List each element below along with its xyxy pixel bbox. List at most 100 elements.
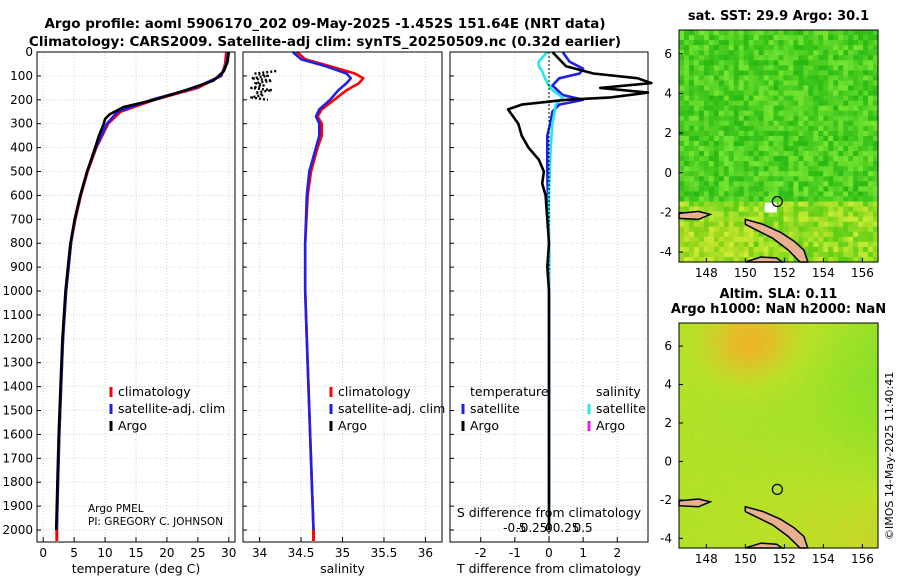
map-cell <box>803 513 809 520</box>
map-cell <box>863 35 869 41</box>
map-cell <box>773 357 780 363</box>
map-cell <box>793 508 799 515</box>
map-cell <box>703 332 710 339</box>
map-cell <box>838 337 844 344</box>
map-cell <box>853 211 859 218</box>
map-cell <box>798 105 804 112</box>
map-cell <box>748 241 755 248</box>
map-cell <box>803 489 809 495</box>
map-cell <box>843 352 849 358</box>
map-cell <box>773 120 780 127</box>
map-cell <box>683 371 690 378</box>
map-cell <box>773 251 780 258</box>
map-cell <box>718 533 725 539</box>
map-cell <box>833 440 839 446</box>
map-cell <box>853 221 859 228</box>
map-cell <box>718 352 725 358</box>
map-cell <box>683 430 690 437</box>
map-cell <box>679 181 685 187</box>
map-cell <box>723 80 730 87</box>
map-cell <box>679 166 685 172</box>
map-cell <box>863 513 869 520</box>
map-cell <box>863 411 869 417</box>
map-cell <box>868 55 874 61</box>
map-cell <box>679 30 685 36</box>
map-cell <box>848 508 854 515</box>
y-tick-label: 1000 <box>2 284 33 298</box>
map-cell <box>813 381 819 388</box>
map-cell <box>868 503 874 510</box>
map-cell <box>823 105 829 112</box>
map-cell <box>873 479 879 486</box>
map-cell <box>773 221 780 228</box>
map-cell <box>868 367 874 373</box>
map-cell <box>773 135 780 142</box>
map-cell <box>713 425 720 432</box>
map-cell <box>828 518 834 525</box>
map-cell <box>813 191 819 198</box>
map-cell <box>778 40 785 46</box>
map-cell <box>803 435 809 441</box>
map-cell <box>848 450 854 456</box>
map-cell <box>733 211 740 218</box>
map-cell <box>873 140 879 147</box>
map-cell <box>698 435 705 441</box>
map-cell <box>748 110 755 117</box>
map-cell <box>688 367 695 373</box>
map-cell <box>728 406 735 412</box>
map-cell <box>743 543 750 549</box>
map-cell <box>798 125 804 132</box>
map-cell <box>803 95 809 102</box>
map-cell <box>833 469 839 476</box>
map-cell <box>843 256 849 263</box>
map-cell <box>863 435 869 441</box>
map-cell <box>828 440 834 446</box>
map-cell <box>683 508 690 515</box>
map-cell <box>693 347 700 353</box>
map-cell <box>833 543 839 549</box>
map-cell <box>679 241 685 248</box>
map-cell <box>783 105 790 112</box>
map-cell <box>708 216 715 223</box>
x-tick-label: 5 <box>70 546 78 560</box>
map-cell <box>778 176 785 182</box>
map-cell <box>698 376 705 383</box>
map-cell <box>818 494 824 500</box>
map-cell <box>858 479 864 486</box>
map-cell <box>763 171 770 177</box>
map-cell <box>818 386 824 393</box>
map-cell <box>868 95 874 102</box>
map-cell <box>723 221 730 228</box>
map-cell <box>868 538 874 544</box>
map-cell <box>783 440 790 446</box>
map-cell <box>743 425 750 432</box>
map-cell <box>703 479 710 486</box>
map-cell <box>868 469 874 476</box>
map-cell <box>778 181 785 187</box>
map-cell <box>863 236 869 243</box>
map-cell <box>733 391 740 397</box>
map-cell <box>763 430 770 437</box>
map-cell <box>683 241 690 248</box>
map-cell <box>763 352 770 358</box>
x-tick-label: 34 <box>252 546 267 560</box>
map-cell <box>848 327 854 334</box>
map-cell <box>748 420 755 427</box>
map-cell <box>708 226 715 233</box>
map-cell <box>778 216 785 223</box>
map-cell <box>703 464 710 471</box>
map-cell <box>738 445 745 451</box>
map-cell <box>748 181 755 187</box>
map-cell <box>728 401 735 407</box>
map-cell <box>688 55 695 61</box>
map-cell <box>778 459 785 466</box>
map-cell <box>833 474 839 481</box>
map-cell <box>833 352 839 358</box>
map-cell <box>748 161 755 167</box>
map-cell <box>798 479 804 486</box>
map-cell <box>688 332 695 339</box>
map-cell <box>833 376 839 383</box>
map-cell <box>698 494 705 500</box>
map-cell <box>698 80 705 87</box>
map-cell <box>873 352 879 358</box>
